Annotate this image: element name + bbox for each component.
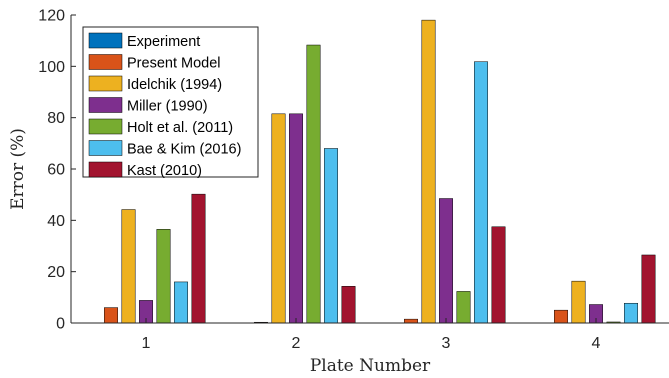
x-tick-label: 3 [442,335,451,352]
x-axis-title: Plate Number [310,356,431,376]
bar-6-1 [174,281,188,324]
legend-swatch-3 [88,75,123,92]
y-tick-label: 60 [47,162,65,179]
bar-6-3 [474,61,488,324]
x-tick-label: 2 [292,335,301,352]
bar-7-1 [191,193,206,324]
bar-7-3 [491,226,506,324]
bar-7-4 [641,254,656,324]
bar-6-4 [624,302,638,324]
bars-layer [104,19,656,324]
bar-2-4 [554,309,568,324]
y-tick-label: 40 [47,213,65,230]
legend: Experiment Present Model Idelchik (1994) Mi… [82,26,259,179]
legend-label-4: Miller (1990) [127,99,208,115]
legend-label-5: Holt et al. (2011) [127,120,233,136]
bar-3-3 [421,19,436,324]
legend-swatch-5 [88,118,123,135]
bar-4-3 [439,198,453,324]
x-ticks: 1 2 3 4 [142,318,601,352]
y-tick-label: 80 [47,110,65,127]
legend-label-3: Idelchik (1994) [127,77,222,93]
bar-4-2 [289,113,303,324]
y-tick-label: 120 [38,8,65,25]
y-ticks: 0 20 40 60 80 100 120 [38,8,76,333]
bar-2-3 [404,318,418,324]
legend-label-7: Kast (2010) [127,163,202,179]
bar-5-2 [306,44,321,324]
legend-swatch-4 [88,97,123,113]
bar-6-2 [324,148,338,324]
bar-5-3 [456,291,471,324]
bar-3-1 [121,209,136,324]
y-tick-label: 100 [38,59,65,76]
legend-swatch-1 [88,32,123,49]
x-tick-label: 1 [142,335,151,352]
x-tick-label: 4 [592,335,601,352]
legend-label-2: Present Model [127,56,221,72]
bar-2-1 [104,307,118,324]
legend-swatch-2 [88,54,123,70]
legend-label-1: Experiment [127,34,200,50]
bar-3-2 [271,113,286,324]
y-tick-label: 0 [56,316,65,333]
bar-3-4 [571,280,586,324]
y-axis-title: Error (%) [8,128,28,210]
legend-swatch-6 [88,140,123,156]
y-tick-label: 20 [47,264,65,281]
bar-5-1 [156,229,171,324]
legend-swatch-7 [88,161,123,178]
bar-7-2 [341,286,356,324]
legend-label-6: Bae & Kim (2016) [127,142,241,158]
